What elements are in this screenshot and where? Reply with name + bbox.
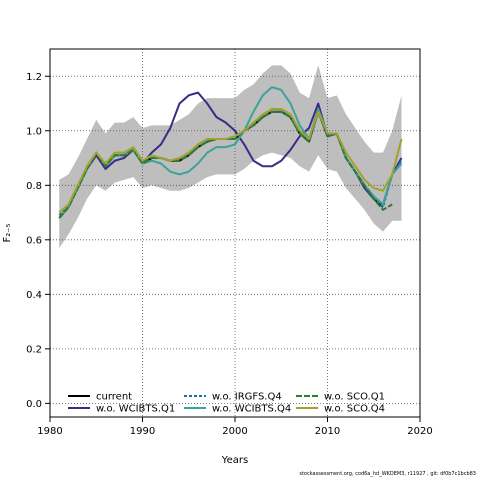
- x-tick-label: 2020: [407, 426, 432, 437]
- y-axis: 0.0 0.2 0.4 0.6 0.8 1.0 1.2: [26, 72, 50, 410]
- legend-label: w.o. SCO.Q1: [324, 392, 385, 403]
- grid: [50, 49, 420, 417]
- footer-credit: stockassessment.org, cod6a_hd_WKDEM3, r1…: [299, 471, 476, 477]
- legend-label: w.o. SCO.Q4: [324, 404, 385, 415]
- y-tick-label: 1.2: [26, 72, 42, 83]
- y-tick-label: 0.6: [26, 235, 42, 246]
- legend-label: w.o. WCIBTS.Q1: [96, 404, 175, 415]
- x-tick-label: 2000: [222, 426, 247, 437]
- x-axis-title: Years: [221, 455, 248, 466]
- legend-label: w.o. IRGFS.Q4: [212, 392, 282, 403]
- y-tick-label: 1.0: [26, 126, 42, 137]
- legend-label: current: [96, 392, 132, 403]
- y-tick-label: 0.2: [26, 344, 42, 355]
- series-lines: [58, 86, 403, 219]
- y-tick-label: 0.8: [26, 181, 42, 192]
- x-tick-label: 2010: [315, 426, 340, 437]
- x-axis: 1980 1990 2000 2010 2020: [37, 417, 433, 437]
- y-tick-label: 0.0: [26, 399, 42, 410]
- legend-label: w.o. WCIBTS.Q4: [212, 404, 291, 415]
- x-tick-label: 1980: [37, 426, 62, 437]
- x-tick-label: 1990: [130, 426, 155, 437]
- y-tick-label: 0.4: [26, 290, 42, 301]
- series-line: [58, 107, 403, 214]
- y-axis-title: F₂₋₅: [2, 223, 13, 242]
